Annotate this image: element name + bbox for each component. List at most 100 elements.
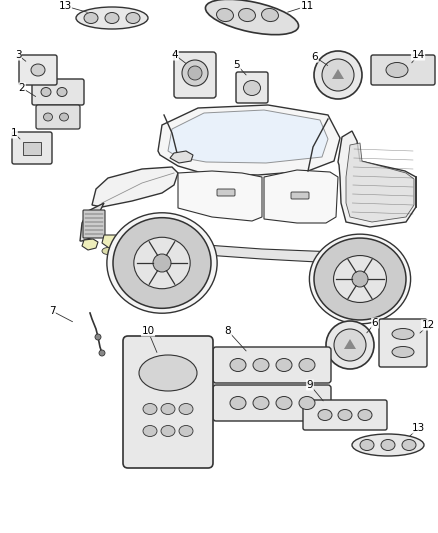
Circle shape [182,60,208,86]
Ellipse shape [179,403,193,415]
Ellipse shape [43,113,53,121]
Text: 1: 1 [11,128,18,138]
Ellipse shape [352,434,424,456]
FancyBboxPatch shape [12,132,52,164]
Circle shape [153,254,171,272]
Polygon shape [264,170,338,223]
Ellipse shape [309,234,410,324]
Ellipse shape [318,409,332,421]
Polygon shape [80,203,104,241]
Polygon shape [338,131,416,227]
FancyBboxPatch shape [217,189,235,196]
Ellipse shape [143,403,157,415]
Circle shape [334,329,366,361]
Circle shape [326,321,374,369]
Ellipse shape [299,359,315,372]
Ellipse shape [139,355,197,391]
Text: 3: 3 [15,50,21,60]
Circle shape [95,334,101,340]
FancyBboxPatch shape [83,210,105,238]
FancyBboxPatch shape [236,72,268,103]
Text: 14: 14 [411,50,424,60]
Text: 13: 13 [411,423,424,433]
Ellipse shape [244,80,261,95]
Text: 7: 7 [49,306,55,316]
Ellipse shape [402,440,416,450]
Ellipse shape [338,409,352,421]
Text: 8: 8 [225,326,231,336]
Ellipse shape [392,328,414,340]
Polygon shape [178,171,262,221]
Text: 12: 12 [421,320,434,330]
Ellipse shape [358,409,372,421]
Polygon shape [344,339,356,349]
Polygon shape [168,110,328,163]
Circle shape [314,51,362,99]
Bar [23,142,41,155]
Ellipse shape [31,64,45,76]
Ellipse shape [107,213,217,313]
FancyBboxPatch shape [371,55,435,85]
Ellipse shape [276,397,292,409]
Ellipse shape [261,9,279,21]
Polygon shape [332,69,344,79]
Ellipse shape [84,12,98,23]
Text: 13: 13 [58,1,72,11]
Ellipse shape [276,359,292,372]
Ellipse shape [253,359,269,372]
Polygon shape [92,167,178,207]
Ellipse shape [113,217,211,308]
Ellipse shape [314,238,406,320]
FancyBboxPatch shape [303,400,387,430]
Ellipse shape [230,359,246,372]
Ellipse shape [161,425,175,437]
FancyBboxPatch shape [174,52,216,98]
FancyBboxPatch shape [19,55,57,85]
FancyBboxPatch shape [379,319,427,367]
Ellipse shape [216,9,233,21]
Ellipse shape [179,425,193,437]
Polygon shape [158,105,340,175]
Ellipse shape [381,440,395,450]
Text: 2: 2 [19,83,25,93]
Ellipse shape [102,247,114,254]
Text: 10: 10 [141,326,155,336]
Ellipse shape [41,87,51,96]
Text: 11: 11 [300,1,314,11]
Ellipse shape [230,397,246,409]
Ellipse shape [386,62,408,77]
FancyBboxPatch shape [32,79,84,105]
Circle shape [352,271,368,287]
Ellipse shape [105,12,119,23]
Ellipse shape [143,425,157,437]
Ellipse shape [161,403,175,415]
Text: 6: 6 [372,318,378,328]
Text: 5: 5 [234,60,240,70]
Ellipse shape [299,397,315,409]
FancyBboxPatch shape [123,336,213,468]
FancyBboxPatch shape [213,347,331,383]
Ellipse shape [253,397,269,409]
Ellipse shape [205,0,299,35]
Ellipse shape [57,87,67,96]
Ellipse shape [60,113,68,121]
Text: 6: 6 [312,52,318,62]
Circle shape [99,350,105,356]
FancyBboxPatch shape [36,105,80,129]
FancyBboxPatch shape [213,385,331,421]
Ellipse shape [126,12,140,23]
Polygon shape [102,235,122,248]
Circle shape [322,59,354,91]
Circle shape [188,66,202,80]
Polygon shape [346,143,414,222]
Polygon shape [132,238,338,263]
Ellipse shape [76,7,148,29]
Ellipse shape [392,346,414,358]
Ellipse shape [134,237,190,289]
Ellipse shape [360,440,374,450]
Ellipse shape [334,255,386,302]
Polygon shape [170,151,193,163]
Text: 9: 9 [307,380,313,390]
Polygon shape [82,239,98,250]
FancyBboxPatch shape [291,192,309,199]
